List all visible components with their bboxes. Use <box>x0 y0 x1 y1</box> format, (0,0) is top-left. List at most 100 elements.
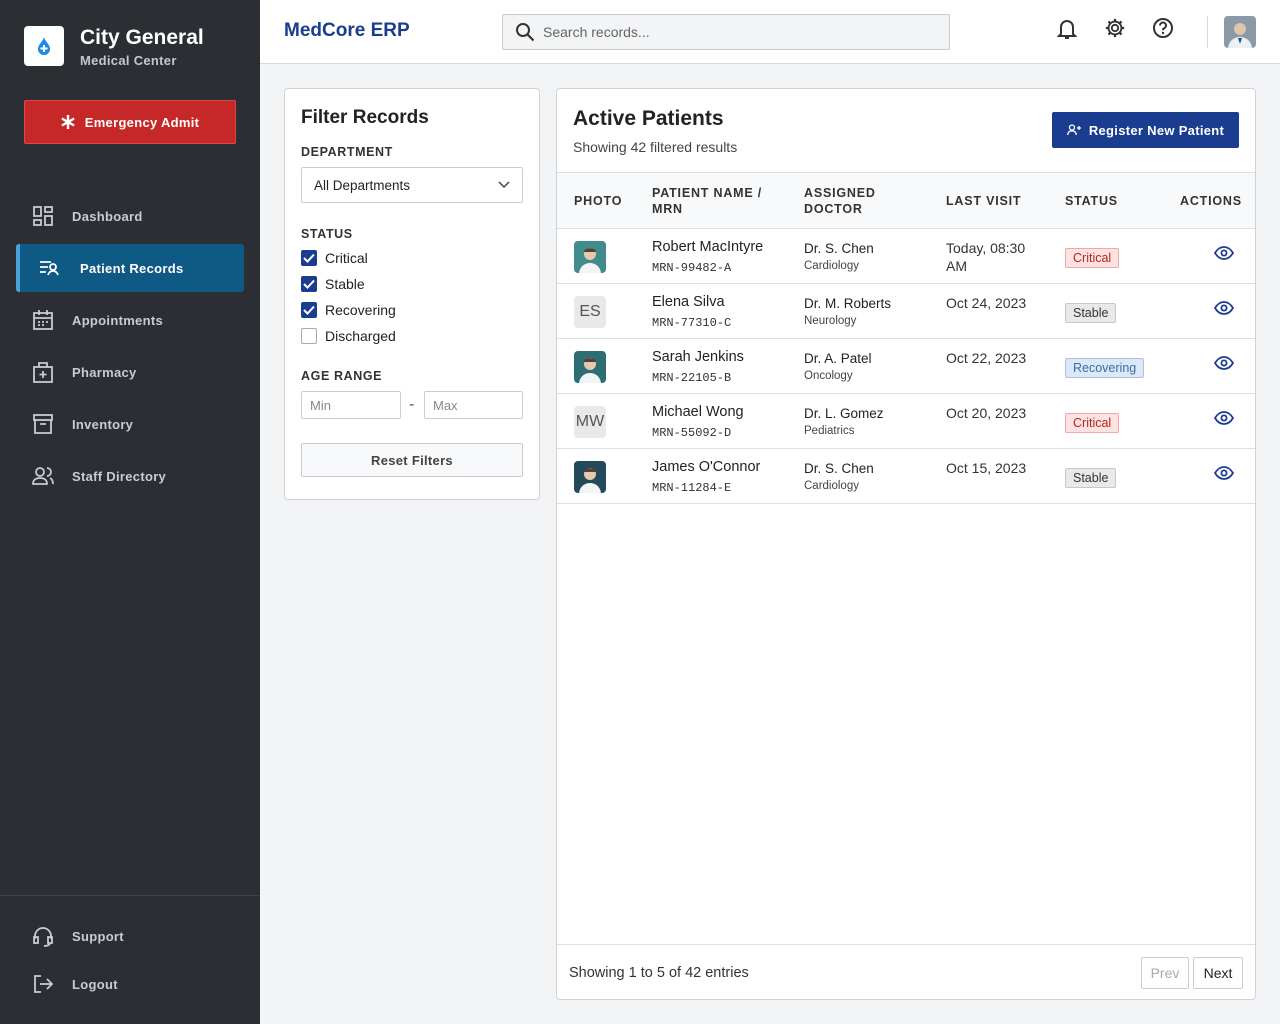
graphic <box>47 936 53 944</box>
graphic <box>1213 246 1235 260</box>
patient-row[interactable]: Robert MacIntyre MRN-99482-A Dr. S. Chen Ca… <box>557 229 1255 284</box>
pagination-info: Showing 1 to 5 of 42 entries <box>569 965 749 981</box>
nav-item[interactable]: Staff Directory <box>16 452 244 500</box>
status-badge: Recovering <box>1065 358 1145 378</box>
graphic <box>1238 38 1242 44</box>
graphic <box>33 936 39 944</box>
checkbox[interactable] <box>301 328 317 344</box>
status-option-label: Critical <box>325 250 368 266</box>
graphic <box>1234 23 1246 35</box>
graphic <box>44 215 53 226</box>
view-action[interactable] <box>1213 301 1235 320</box>
checkbox[interactable] <box>301 302 317 318</box>
age-max-input[interactable]: Max <box>424 391 523 419</box>
nav-item[interactable]: Patient Records <box>16 244 244 292</box>
patient-row[interactable]: ES Elena Silva MRN-77310-C Dr. M. Roberts Ne… <box>557 284 1255 339</box>
nav-item[interactable]: Appointments <box>16 296 244 344</box>
help-icon[interactable] <box>1152 17 1174 39</box>
search-icon <box>516 23 535 42</box>
last-visit: Oct 15, 2023 <box>946 460 1027 476</box>
photo-image <box>574 461 606 493</box>
nav-item[interactable]: Dashboard <box>16 192 244 240</box>
status-label: STATUS <box>301 227 353 241</box>
graphic <box>34 927 52 939</box>
patient-mrn: MRN-99482-A <box>652 261 732 275</box>
register-button[interactable]: Register New Patient <box>1052 112 1239 148</box>
age-separator: - <box>409 396 415 413</box>
graphic <box>1161 31 1165 35</box>
patient-row[interactable]: MW Michael Wong MRN-55092-D Dr. L. Gomez Ped… <box>557 394 1255 449</box>
last-visit: Oct 20, 2023 <box>946 405 1027 421</box>
emergency-button[interactable]: Emergency Admit <box>24 100 236 144</box>
graphic <box>34 420 52 434</box>
nav-icon <box>34 975 54 993</box>
view-action[interactable] <box>1213 466 1235 485</box>
footer-nav-item[interactable]: Support <box>16 912 244 960</box>
footer-nav-item[interactable]: Logout <box>16 960 244 1008</box>
brand-subtitle: Medical Center <box>80 53 177 68</box>
graphic <box>33 312 53 330</box>
status-list: Critical Stable Recovering Discharged <box>301 245 523 349</box>
graphic <box>303 279 315 289</box>
nav-label: Dashboard <box>72 208 143 224</box>
patient-photo: ES <box>574 296 606 328</box>
graphic <box>47 270 59 276</box>
status-option[interactable]: Discharged <box>301 323 523 349</box>
status-badge: Stable <box>1065 303 1117 323</box>
sidebar: City General Medical Center Emergency Ad… <box>0 0 260 1024</box>
patient-row[interactable]: James O'Connor MRN-11284-E Dr. S. Chen Card… <box>557 449 1255 504</box>
graphic <box>35 467 45 477</box>
patient-row[interactable]: Sarah Jenkins MRN-22105-B Dr. A. Patel Onco… <box>557 339 1255 394</box>
graphic <box>49 263 57 271</box>
eye-icon <box>1213 246 1235 260</box>
nav-item[interactable]: Inventory <box>16 400 244 448</box>
doctor-name: Dr. A. Patel <box>804 351 872 366</box>
eye-icon <box>1213 466 1235 480</box>
graphic <box>34 975 54 993</box>
separator <box>0 895 260 896</box>
nav-icon <box>33 310 53 330</box>
doctor-name: Dr. S. Chen <box>804 241 874 256</box>
view-action[interactable] <box>1213 411 1235 430</box>
nav-icon <box>33 206 53 226</box>
status-option[interactable]: Recovering <box>301 297 523 323</box>
checkbox[interactable] <box>301 250 317 266</box>
department-value: All Departments <box>314 177 411 193</box>
next-button[interactable]: Next <box>1193 957 1243 989</box>
register-label: Register New Patient <box>1088 122 1225 138</box>
graphic <box>498 181 510 189</box>
notifications-icon[interactable] <box>1056 17 1078 41</box>
department-select[interactable]: All Departments <box>301 167 523 203</box>
view-action[interactable] <box>1213 356 1235 375</box>
check-mark <box>303 279 315 289</box>
prev-button[interactable]: Prev <box>1141 957 1189 989</box>
status-badge: Stable <box>1065 468 1117 488</box>
table-footer: Showing 1 to 5 of 42 entries Prev Next <box>557 944 1255 1000</box>
graphic <box>1220 249 1228 257</box>
status-option[interactable]: Critical <box>301 245 523 271</box>
graphic <box>38 37 50 55</box>
checkbox[interactable] <box>301 276 317 292</box>
patient-name: Robert MacIntyre <box>652 239 764 255</box>
patient-photo <box>574 351 606 383</box>
graphic <box>1213 356 1235 370</box>
search-box[interactable]: Search records... <box>502 14 950 50</box>
user-avatar[interactable] <box>1224 16 1256 48</box>
settings-icon[interactable] <box>1104 17 1126 39</box>
age-min-input[interactable]: Min <box>301 391 401 419</box>
doctor-department: Pediatrics <box>804 425 855 437</box>
department-label: DEPARTMENT <box>301 145 393 159</box>
view-action[interactable] <box>1213 246 1235 265</box>
status-badge: Critical <box>1065 413 1120 433</box>
nav-item[interactable]: Pharmacy <box>16 348 244 396</box>
reset-button[interactable]: Reset Filters <box>301 443 523 477</box>
graphic <box>1153 18 1173 38</box>
emergency-label: Emergency Admit <box>84 114 200 130</box>
patient-name: Sarah Jenkins <box>652 349 744 365</box>
filter-title: Filter Records <box>301 107 429 128</box>
graphic <box>1220 414 1228 422</box>
check-mark <box>303 305 315 315</box>
status-option[interactable]: Stable <box>301 271 523 297</box>
graphic <box>40 261 51 273</box>
